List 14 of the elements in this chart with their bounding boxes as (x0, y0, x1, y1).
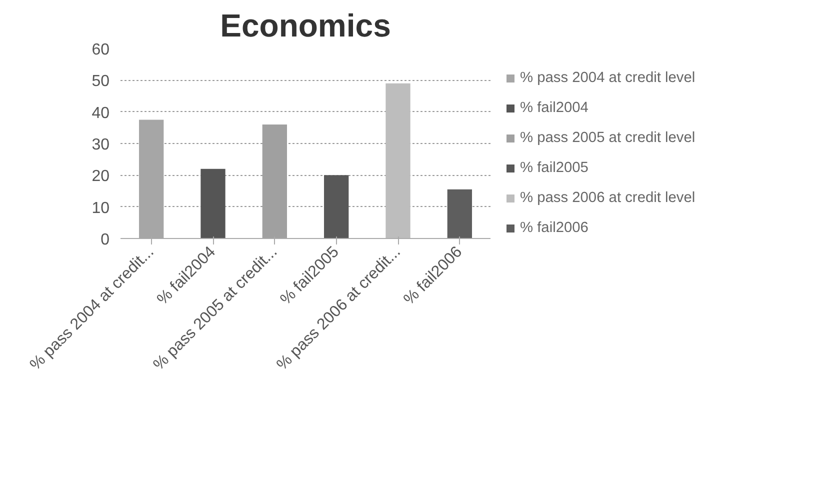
legend-label: % fail2005 (520, 160, 588, 176)
legend-label: % fail2004 (520, 100, 588, 116)
legend-label: % fail2006 (520, 220, 588, 236)
y-tick-label: 20 (92, 168, 110, 186)
legend-label: % pass 2005 at credit level (520, 130, 696, 146)
y-tick-label: 60 (92, 42, 110, 58)
y-tick-label: 30 (92, 136, 110, 154)
y-tick-label: 0 (100, 232, 110, 248)
legend-label: % pass 2006 at credit level (520, 190, 696, 206)
legend-label: % pass 2004 at credit level (520, 70, 696, 86)
y-tick-label: 10 (92, 200, 110, 217)
y-tick-label: 50 (92, 73, 110, 90)
y-tick-label: 40 (92, 104, 110, 122)
chart-title: Economics (220, 8, 391, 44)
